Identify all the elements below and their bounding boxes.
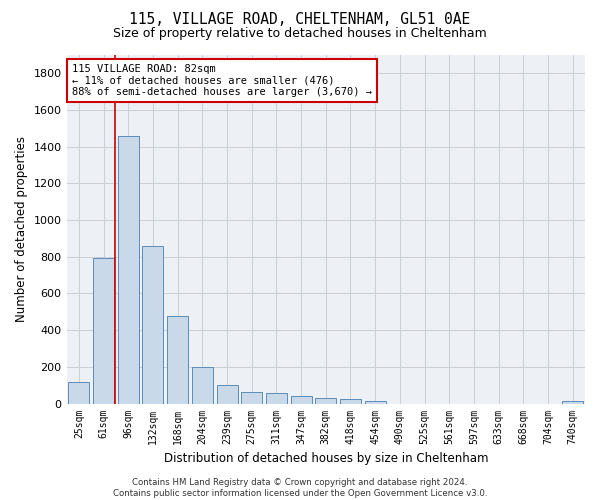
Bar (192, 367, 213, 404)
Bar (68, 382, 89, 404)
Bar (340, 399, 361, 404)
Bar (365, 401, 386, 404)
Text: 115 VILLAGE ROAD: 82sqm
← 11% of detached houses are smaller (476)
88% of semi-d: 115 VILLAGE ROAD: 82sqm ← 11% of detache… (72, 64, 372, 97)
Y-axis label: Number of detached properties: Number of detached properties (15, 136, 28, 322)
Bar (562, 401, 583, 404)
Bar (93, 258, 114, 404)
Bar (315, 398, 336, 404)
Bar (266, 394, 287, 404)
X-axis label: Distribution of detached houses by size in Cheltenham: Distribution of detached houses by size … (164, 452, 488, 465)
Text: Size of property relative to detached houses in Cheltenham: Size of property relative to detached ho… (113, 28, 487, 40)
Bar (217, 385, 238, 404)
Bar (241, 392, 262, 404)
Text: Contains HM Land Registry data © Crown copyright and database right 2024.
Contai: Contains HM Land Registry data © Crown c… (113, 478, 487, 498)
Bar (290, 396, 311, 404)
Bar (118, 136, 139, 404)
Bar (167, 316, 188, 404)
Text: 115, VILLAGE ROAD, CHELTENHAM, GL51 0AE: 115, VILLAGE ROAD, CHELTENHAM, GL51 0AE (130, 12, 470, 28)
Bar (142, 246, 163, 404)
